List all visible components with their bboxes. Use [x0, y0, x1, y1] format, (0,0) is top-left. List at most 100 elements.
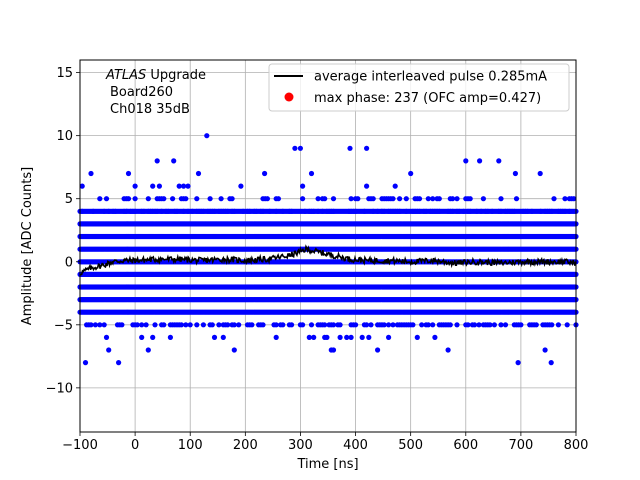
scatter-point: [90, 208, 96, 214]
scatter-point: [145, 347, 151, 353]
x-axis-label: Time [ns]: [296, 457, 358, 472]
x-tick-label: 100: [178, 438, 203, 453]
scatter-point: [125, 170, 132, 177]
scatter-point: [119, 322, 125, 328]
annotation-experiment-suffix: Upgrade: [146, 68, 206, 83]
scatter-point: [348, 334, 354, 340]
scatter-point: [364, 145, 370, 151]
scatter-point: [454, 322, 460, 328]
x-tick-label: 200: [233, 438, 258, 453]
scatter-point: [477, 158, 483, 164]
scatter-point: [101, 208, 107, 214]
y-tick-label: 15: [56, 66, 73, 81]
scatter-point: [330, 196, 337, 202]
scatter-point: [513, 196, 520, 202]
scatter-point: [397, 208, 403, 214]
scatter-point: [397, 196, 403, 202]
scatter-point: [463, 158, 469, 164]
scatter-point: [194, 322, 200, 328]
scatter-point: [260, 208, 266, 214]
scatter-point: [165, 208, 171, 214]
scatter-point: [308, 322, 315, 328]
scatter-point: [204, 133, 210, 139]
scatter-point: [218, 196, 224, 202]
scatter-point: [154, 158, 160, 164]
scatter-point: [229, 196, 235, 202]
y-tick-label: 0: [65, 255, 73, 270]
scatter-point: [511, 208, 517, 214]
scatter-point: [185, 183, 191, 189]
legend-entry-line: average interleaved pulse 0.285mA: [314, 70, 547, 85]
scatter-point: [267, 208, 273, 214]
scatter-point: [496, 158, 502, 164]
annotation-experiment-line: ATLAS Upgrade: [105, 68, 206, 83]
scatter-point: [231, 347, 237, 353]
scatter-point: [220, 334, 226, 340]
scatter-point: [436, 208, 442, 214]
scatter-point: [386, 334, 392, 340]
scatter-point: [249, 322, 255, 328]
x-tick-label: 700: [508, 438, 533, 453]
scatter-point: [150, 334, 156, 340]
scatter-point: [489, 208, 495, 214]
scatter-point: [337, 322, 343, 328]
scatter-point: [262, 170, 268, 177]
scatter-point: [368, 322, 374, 328]
scatter-series: [77, 133, 579, 366]
scatter-point: [551, 196, 557, 202]
scatter-point: [116, 360, 122, 366]
scatter-point: [300, 196, 306, 202]
scatter-point: [498, 196, 504, 202]
scatter-point: [161, 196, 167, 202]
annotation-experiment: ATLAS: [105, 68, 146, 83]
scatter-point: [549, 208, 555, 214]
legend-marker-swatch: [284, 92, 294, 102]
scatter-point: [260, 322, 266, 328]
scatter-point: [112, 208, 118, 214]
scatter-point: [537, 170, 543, 177]
scatter-point: [432, 334, 438, 340]
scatter-point: [347, 145, 353, 151]
scatter-point: [467, 196, 473, 202]
legend: average interleaved pulse 0.285mA max ph…: [268, 63, 570, 112]
scatter-point: [430, 322, 436, 328]
scatter-point: [348, 196, 354, 202]
scatter-point: [167, 334, 173, 340]
scatter-point: [280, 208, 286, 214]
scatter-point: [273, 334, 279, 340]
scatter-point: [236, 322, 242, 328]
scatter-point: [392, 183, 398, 189]
scatter-point: [161, 322, 167, 328]
scatter-point: [337, 334, 343, 340]
scatter-point: [273, 208, 279, 214]
scatter-point: [480, 196, 486, 202]
scatter-point: [370, 196, 376, 202]
scatter-point: [447, 322, 453, 328]
scatter-point: [101, 322, 107, 328]
scatter-point: [97, 196, 103, 202]
scatter-point: [88, 170, 94, 177]
scatter-point: [132, 208, 138, 214]
scatter-point: [564, 322, 570, 328]
scatter-point: [390, 196, 396, 202]
x-tick-label: −100: [62, 438, 98, 453]
x-tick-label: 500: [398, 438, 423, 453]
scatter-point: [361, 208, 367, 214]
scatter-point: [207, 196, 213, 202]
scatter-point: [322, 196, 328, 202]
scatter-point: [549, 322, 555, 328]
scatter-point: [366, 334, 372, 340]
scatter-point: [364, 183, 370, 189]
scatter-point: [292, 145, 298, 151]
scatter-point: [139, 334, 145, 340]
scatter-point: [106, 347, 112, 353]
x-tick-label: 800: [564, 438, 589, 453]
y-tick-label: −10: [46, 381, 73, 396]
scatter-point: [512, 170, 519, 177]
scatter-point: [403, 196, 409, 202]
scatter-point: [518, 322, 524, 328]
scatter-point: [132, 183, 138, 189]
scatter-point: [174, 208, 180, 214]
scatter-point: [297, 145, 303, 151]
scatter-point: [143, 322, 149, 328]
